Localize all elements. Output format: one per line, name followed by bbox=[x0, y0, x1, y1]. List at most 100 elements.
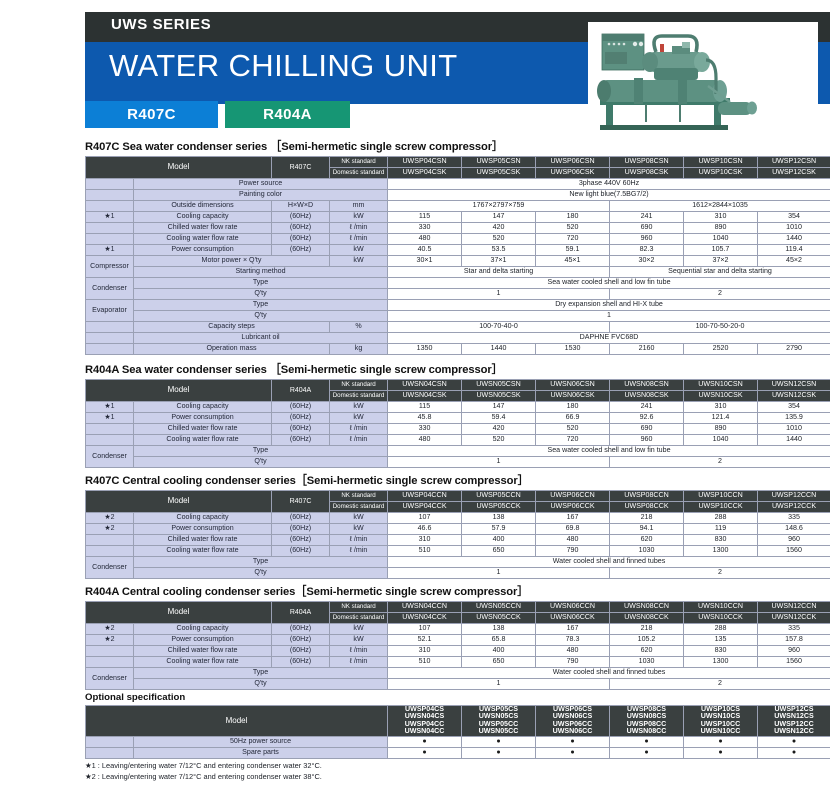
value-capacity-steps-right: 100-70-50-20-0 bbox=[609, 321, 830, 333]
star-cell bbox=[85, 423, 134, 435]
cell-cooling-flow-0: 510 bbox=[387, 545, 463, 557]
value-condenser-qty-left: 1 bbox=[387, 456, 611, 468]
model-col-1-dom: UWSN05CSK bbox=[461, 390, 537, 402]
table-row: Q'ty 1 bbox=[86, 310, 830, 322]
row-label-qty: Q'ty bbox=[132, 567, 389, 579]
cell-cooling-capacity-5: 335 bbox=[757, 623, 830, 635]
cell-motor-power-1: 37×1 bbox=[461, 255, 537, 267]
value-condenser-qty-right: 2 bbox=[609, 678, 830, 690]
optional-row-0-mark-4: ● bbox=[683, 735, 759, 748]
cell-chilled-flow-5: 960 bbox=[757, 534, 830, 546]
table-row: ★2 Cooling capacity (60Hz) kW 107 138 16… bbox=[85, 623, 830, 635]
model-col-5-nk: UWSP12CSN bbox=[757, 156, 830, 168]
cell-cooling-capacity-5: 335 bbox=[757, 512, 830, 524]
unit-hz: (60Hz) bbox=[271, 623, 331, 635]
star-cell-1: ★1 bbox=[85, 244, 134, 256]
cell-cooling-flow-2: 790 bbox=[535, 545, 611, 557]
cell-power-consumption-4: 105.7 bbox=[683, 244, 759, 256]
star-cell bbox=[85, 321, 134, 333]
row-label-cooling-capacity: Cooling capacity bbox=[132, 211, 273, 223]
optional-row-1-label: Spare parts bbox=[132, 746, 389, 759]
unit-hz: (60Hz) bbox=[271, 222, 331, 234]
domestic-standard-header: Domestic standard bbox=[329, 167, 389, 179]
row-label-operation-mass: Operation mass bbox=[132, 343, 331, 355]
table-row: Cooling water flow rate (60Hz) ℓ /min 48… bbox=[85, 233, 830, 245]
unit-lmin: ℓ /min bbox=[329, 222, 389, 234]
star-cell bbox=[85, 189, 134, 201]
value-condenser-type: Water cooled shell and finned tubes bbox=[387, 556, 830, 568]
cell-chilled-flow-0: 310 bbox=[387, 534, 463, 546]
refrigerant-header: R407C bbox=[271, 156, 331, 179]
tab-r404a[interactable]: R404A bbox=[225, 101, 350, 128]
unit-lmin: ℓ /min bbox=[329, 545, 389, 557]
value-condenser-type: Sea water cooled shell and low fin tube bbox=[387, 277, 830, 289]
cell-power-consumption-1: 59.4 bbox=[461, 412, 537, 424]
unit-hz: (60Hz) bbox=[271, 645, 331, 657]
model-col-4-dom: UWSP10CSK bbox=[683, 167, 759, 179]
model-col-0-dom: UWSN04CCK bbox=[387, 612, 463, 624]
model-col-0-dom: UWSP04CCK bbox=[387, 501, 463, 513]
cell-chilled-flow-4: 890 bbox=[683, 222, 759, 234]
cell-power-consumption-3: 82.3 bbox=[609, 244, 685, 256]
cell-cooling-flow-3: 1030 bbox=[609, 545, 685, 557]
star-cell bbox=[85, 343, 134, 355]
model-col-4-dom: UWSN10CSK bbox=[683, 390, 759, 402]
tab-r407c[interactable]: R407C bbox=[85, 101, 218, 128]
optional-col-1: UWSP05CS UWSN05CS UWSP05CC UWSN05CC bbox=[461, 705, 537, 737]
cell-power-consumption-5: 157.8 bbox=[757, 634, 830, 646]
cell-cooling-flow-4: 1300 bbox=[683, 545, 759, 557]
star-cell bbox=[85, 656, 134, 668]
refrigerant-header: R404A bbox=[271, 379, 331, 402]
model-col-1-nk: UWSN05CSN bbox=[461, 379, 537, 391]
cell-cooling-capacity-4: 310 bbox=[683, 211, 759, 223]
unit-kw: kW bbox=[329, 211, 389, 223]
star-cell-2: ★2 bbox=[85, 634, 134, 646]
value-condenser-qty-left: 1 bbox=[387, 678, 611, 690]
table-row: Q'ty 1 2 bbox=[86, 678, 830, 690]
row-label-chilled-water-flow: Chilled water flow rate bbox=[132, 534, 273, 546]
optional-row-1-mark-0: ● bbox=[387, 746, 463, 759]
row-label-starting-method: Starting method bbox=[132, 266, 389, 278]
unit-kw: kW bbox=[329, 244, 389, 256]
section-title-3: R407C Central cooling condenser series［S… bbox=[85, 475, 529, 487]
cell-power-consumption-2: 69.8 bbox=[535, 523, 611, 535]
cell-cooling-flow-3: 960 bbox=[609, 233, 685, 245]
cell-power-consumption-0: 45.8 bbox=[387, 412, 463, 424]
optional-col-4-text: UWSP10CS UWSN10CS UWSP10CC UWSN10CC bbox=[700, 705, 741, 736]
cell-cooling-capacity-2: 180 bbox=[535, 211, 611, 223]
cell-chilled-flow-1: 400 bbox=[461, 645, 537, 657]
nk-standard-header: NK standard bbox=[329, 156, 389, 168]
unit-kg: kg bbox=[329, 343, 389, 355]
cell-motor-power-3: 30×2 bbox=[609, 255, 685, 267]
cell-cooling-flow-1: 650 bbox=[461, 545, 537, 557]
table-row: Chilled water flow rate (60Hz) ℓ /min 33… bbox=[85, 423, 830, 435]
table-row: Lubricant oil DAPHNE FVC68D bbox=[85, 332, 830, 344]
row-label-power-consumption: Power consumption bbox=[132, 634, 273, 646]
group-label-condenser: Condenser bbox=[85, 277, 134, 300]
optional-col-0: UWSP04CS UWSN04CS UWSP04CC UWSN04CC bbox=[387, 705, 463, 737]
unit-hz: (60Hz) bbox=[271, 523, 331, 535]
table-row: Compressor Motor power × Q'ty kW 30×1 37… bbox=[85, 255, 830, 278]
unit-hz: (60Hz) bbox=[271, 656, 331, 668]
cell-cooling-capacity-1: 147 bbox=[461, 401, 537, 413]
model-col-3-nk: UWSN08CCN bbox=[609, 601, 685, 613]
cell-cooling-flow-3: 1030 bbox=[609, 656, 685, 668]
row-label-type: Type bbox=[132, 556, 389, 568]
cell-chilled-flow-2: 480 bbox=[535, 645, 611, 657]
row-label-power-source: Power source bbox=[132, 178, 389, 190]
cell-power-consumption-1: 57.9 bbox=[461, 523, 537, 535]
group-label-condenser: Condenser bbox=[85, 556, 134, 579]
optional-row-0-mark-5: ● bbox=[757, 735, 830, 748]
model-col-0-dom: UWSN04CSK bbox=[387, 390, 463, 402]
optional-model-header: Model bbox=[84, 705, 389, 737]
cell-power-consumption-2: 66.9 bbox=[535, 412, 611, 424]
table-header-row-domestic: Domestic standard UWSN04CCK UWSN05CCK UW… bbox=[86, 612, 830, 624]
model-col-4-dom: UWSP10CCK bbox=[683, 501, 759, 513]
cell-chilled-flow-5: 960 bbox=[757, 645, 830, 657]
unit-lmin: ℓ /min bbox=[329, 434, 389, 446]
cell-power-consumption-4: 119 bbox=[683, 523, 759, 535]
optional-col-3-text: UWSP08CS UWSN08CS UWSP08CC UWSN08CC bbox=[626, 705, 667, 736]
row-label-power-consumption: Power consumption bbox=[132, 412, 273, 424]
model-col-4-nk: UWSN10CCN bbox=[683, 601, 759, 613]
